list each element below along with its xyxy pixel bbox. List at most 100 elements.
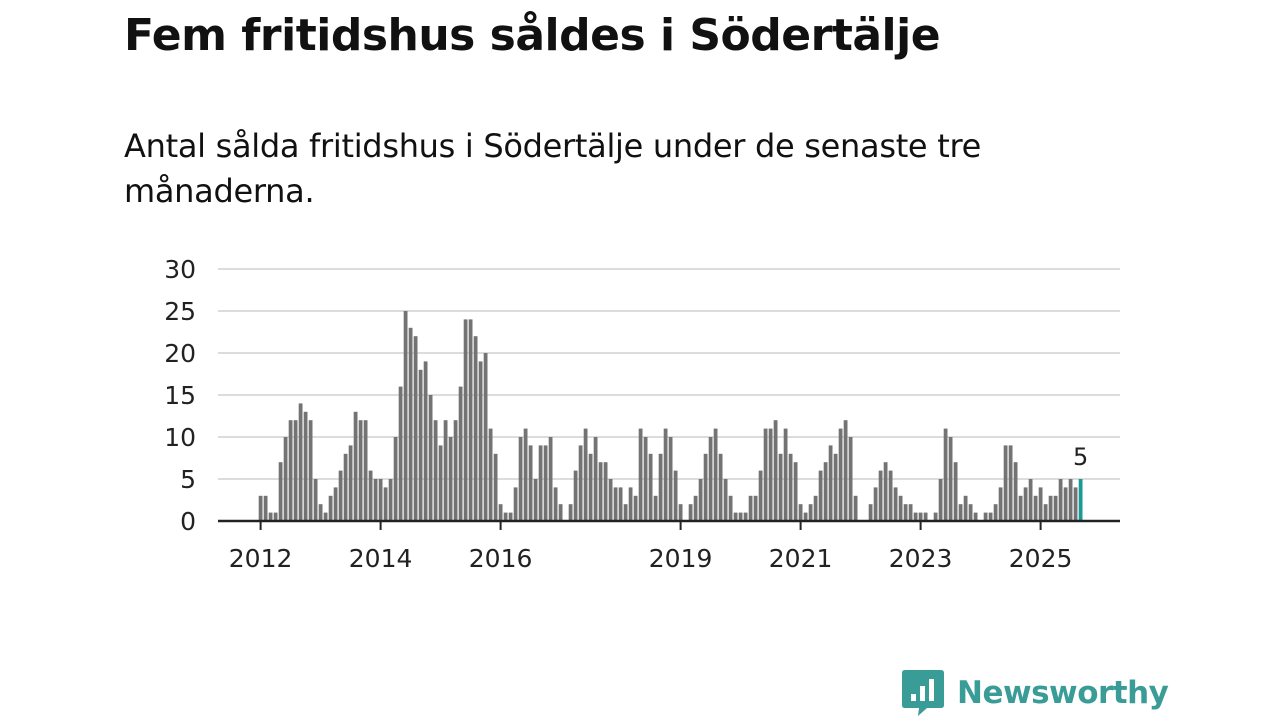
bar xyxy=(408,327,413,521)
bar xyxy=(348,445,353,521)
bar xyxy=(468,319,473,521)
bar xyxy=(278,462,283,521)
newsworthy-logo-icon xyxy=(902,670,944,716)
bar xyxy=(743,512,748,521)
bar xyxy=(308,420,313,521)
bar xyxy=(948,437,953,521)
y-tick-label: 30 xyxy=(164,255,196,284)
bar xyxy=(888,470,893,521)
bar xyxy=(323,512,328,521)
bar xyxy=(593,437,598,521)
bar xyxy=(418,369,423,521)
bar xyxy=(998,487,1003,521)
bar xyxy=(843,420,848,521)
bar xyxy=(918,512,923,521)
x-tick-label: 2025 xyxy=(1009,544,1073,573)
bar xyxy=(503,512,508,521)
bar xyxy=(1018,495,1023,521)
bar xyxy=(993,504,998,521)
bar xyxy=(478,361,483,521)
x-tick-label: 2019 xyxy=(649,544,713,573)
bar xyxy=(283,437,288,521)
bar xyxy=(623,504,628,521)
bar xyxy=(838,428,843,521)
data-labels: 5 xyxy=(1073,443,1088,471)
bar xyxy=(793,462,798,521)
y-tick-label: 10 xyxy=(164,423,196,452)
bar xyxy=(688,504,693,521)
bar xyxy=(618,487,623,521)
bar xyxy=(363,420,368,521)
bar xyxy=(708,437,713,521)
x-tick-label: 2014 xyxy=(349,544,413,573)
bar xyxy=(638,428,643,521)
bar xyxy=(733,512,738,521)
y-tick-label: 20 xyxy=(164,339,196,368)
bar xyxy=(453,420,458,521)
bar xyxy=(588,453,593,521)
bar xyxy=(438,445,443,521)
bar xyxy=(258,495,263,521)
bar xyxy=(608,479,613,521)
bar xyxy=(718,453,723,521)
bar xyxy=(1033,495,1038,521)
x-tick-label: 2012 xyxy=(229,544,293,573)
bar xyxy=(458,386,463,521)
highlight-bar xyxy=(1078,479,1083,521)
bar xyxy=(988,512,993,521)
bar xyxy=(473,336,478,521)
bar xyxy=(1063,487,1068,521)
y-axis-ticks: 0 5 10 15 20 25 30 xyxy=(164,255,196,536)
bar xyxy=(693,495,698,521)
bar xyxy=(788,453,793,521)
bar xyxy=(328,495,333,521)
bars xyxy=(258,311,1083,521)
bar xyxy=(798,504,803,521)
bar xyxy=(568,504,573,521)
bar xyxy=(908,504,913,521)
bar xyxy=(598,462,603,521)
bar xyxy=(493,453,498,521)
bar xyxy=(898,495,903,521)
bar xyxy=(968,504,973,521)
bar xyxy=(338,470,343,521)
bar xyxy=(738,512,743,521)
bar xyxy=(298,403,303,521)
bar xyxy=(938,479,943,521)
bar xyxy=(403,311,408,521)
bar xyxy=(668,437,673,521)
bar xyxy=(368,470,373,521)
bar xyxy=(533,479,538,521)
bar xyxy=(973,512,978,521)
bar xyxy=(333,487,338,521)
bar xyxy=(883,462,888,521)
bar xyxy=(853,495,858,521)
bar xyxy=(288,420,293,521)
bar xyxy=(483,353,488,521)
bar xyxy=(1038,487,1043,521)
bar xyxy=(713,428,718,521)
bar xyxy=(428,395,433,521)
bar xyxy=(353,411,358,521)
bar xyxy=(513,487,518,521)
bar xyxy=(698,479,703,521)
bar xyxy=(398,386,403,521)
bar xyxy=(558,504,563,521)
bar xyxy=(628,487,633,521)
bar xyxy=(633,495,638,521)
bar xyxy=(553,487,558,521)
bar xyxy=(958,504,963,521)
bar xyxy=(663,428,668,521)
bar xyxy=(528,445,533,521)
bar xyxy=(613,487,618,521)
bar xyxy=(393,437,398,521)
bar xyxy=(1058,479,1063,521)
bar xyxy=(1043,504,1048,521)
bar xyxy=(893,487,898,521)
brand-logo[interactable]: Newsworthy xyxy=(902,670,1169,716)
bar xyxy=(828,445,833,521)
bar xyxy=(773,420,778,521)
bar xyxy=(373,479,378,521)
bar xyxy=(518,437,523,521)
